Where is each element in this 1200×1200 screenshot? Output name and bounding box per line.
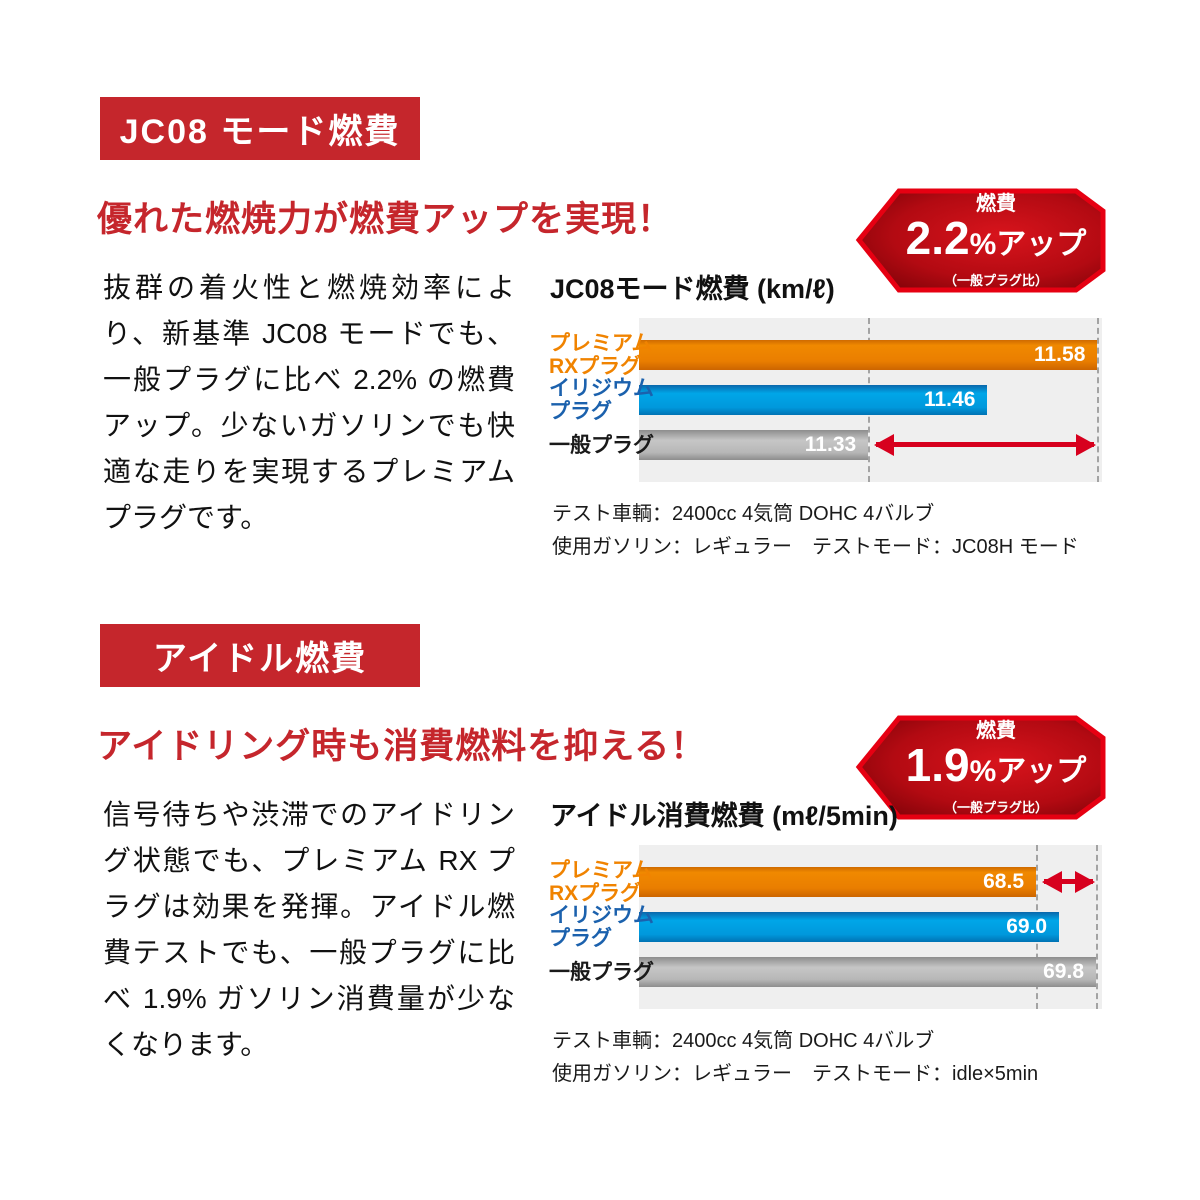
category-label-line: イリジウム: [549, 904, 654, 927]
callout-sub-label: （一般プラグ比）: [943, 272, 1048, 288]
arrow-right-head: [1076, 434, 1097, 456]
arrow-left-head: [874, 434, 895, 456]
category-label-line: 一般プラグ: [549, 960, 654, 984]
section-title-badge: アイドル燃費: [100, 624, 420, 687]
category-label-line: RXプラグ: [549, 882, 642, 905]
arrow-right-head: [1075, 871, 1095, 893]
chart-title: JC08モード燃費 (km/ℓ): [550, 274, 835, 304]
section-idle-fuel: アイドル燃費 アイドリング時も消費燃料を抑える！ 信号待ちや渋滞でのアイドリング…: [0, 527, 1200, 1087]
bar-orange: 68.5: [639, 867, 1036, 897]
callout-main-value: 1.9%アップ: [905, 738, 1087, 791]
bar-blue: 69.0: [639, 912, 1060, 942]
bar-blue: 11.46: [639, 385, 988, 415]
category-label-line: プレミアム: [549, 332, 653, 355]
section-headline: 優れた燃焼力が燃費アップを実現！: [97, 200, 674, 239]
callout-main-value: 2.2%アップ: [905, 211, 1087, 264]
category-label: 一般プラグ: [549, 433, 654, 457]
category-label: プレミアム RXプラグ: [549, 332, 653, 378]
category-label: イリジウム プラグ: [549, 377, 654, 423]
section-title-badge: JC08 モード燃費: [100, 97, 420, 160]
bar-gray: 11.33: [639, 430, 869, 460]
reference-dashed-line: [1096, 845, 1098, 1009]
callout-text: 燃費 2.2%アップ （一般プラグ比）: [885, 182, 1107, 299]
category-label-line: RXプラグ: [549, 355, 642, 378]
category-label-line: イリジウム: [549, 377, 654, 400]
arrow-left-head: [1042, 871, 1062, 893]
arrow-shaft: [876, 442, 1095, 447]
section-body-text: 抜群の着火性と燃焼効率により、新基準 JC08 モードでも、一般プラグに比べ 2…: [103, 272, 515, 533]
category-label: プレミアム RXプラグ: [549, 859, 653, 905]
arrow-shaft: [1044, 879, 1093, 884]
test-conditions-notes: テスト車輌：2400cc 4気筒 DOHC 4バルブ 使用ガソリン：レギュラー …: [552, 1025, 1038, 1091]
notes-line: テスト車輌：2400cc 4気筒 DOHC 4バルブ: [552, 1030, 935, 1052]
callout-sub-label: （一般プラグ比）: [943, 799, 1048, 815]
category-label-line: プレミアム: [549, 859, 653, 882]
category-label-line: プラグ: [549, 927, 612, 950]
reference-dashed-line: [1097, 318, 1100, 482]
notes-line: 使用ガソリン：レギュラー テストモード：JC08H モード: [552, 536, 1079, 558]
section-headline: アイドリング時も消費燃料を抑える！: [97, 727, 707, 766]
notes-line: 使用ガソリン：レギュラー テストモード：idle×5min: [552, 1063, 1039, 1085]
section-jc08-mode: JC08 モード燃費 優れた燃焼力が燃費アップを実現！ 抜群の着火性と燃焼効率に…: [0, 0, 1200, 560]
callout-top-label: 燃費: [976, 192, 1016, 215]
category-label-line: 一般プラグ: [549, 433, 654, 457]
callout-text: 燃費 1.9%アップ （一般プラグ比）: [885, 709, 1107, 826]
bar-value-label: 68.5: [983, 870, 1024, 893]
callout-hexagon-icon: [855, 715, 1106, 820]
section-body-text: 信号待ちや渋滞でのアイドリング状態でも、プレミアム RX プラグは効果を発揮。ア…: [103, 799, 515, 1060]
bar-value-label: 11.46: [923, 388, 976, 411]
bar-chart-jc08: 11.58 プレミアム RXプラグ 11.46 イリジウム プラグ 11.33 一般プラグ: [549, 318, 1102, 482]
bar-chart-idle: 68.5 プレミアム RXプラグ 69.0 イリジウム プラグ 69.8 一般プラグ: [549, 845, 1102, 1009]
category-label: イリジウム プラグ: [549, 904, 654, 950]
callout-top-label: 燃費: [976, 719, 1016, 742]
bar-value-label: 69.0: [1006, 915, 1048, 938]
difference-range-arrow: [1042, 871, 1095, 893]
test-conditions-notes: テスト車輌：2400cc 4気筒 DOHC 4バルブ 使用ガソリン：レギュラー …: [552, 498, 1079, 564]
bar-value-label: 69.8: [1043, 960, 1084, 983]
fuel-saving-callout: 燃費 1.9%アップ （一般プラグ比）: [855, 709, 1107, 826]
category-label-line: プラグ: [549, 400, 612, 423]
section-title-label: JC08 モード燃費: [119, 113, 401, 151]
category-label: 一般プラグ: [549, 960, 654, 984]
bar-orange: 11.58: [639, 340, 1098, 370]
bar-value-label: 11.33: [804, 433, 857, 456]
chart-title: アイドル消費燃費 (mℓ/5min): [550, 801, 898, 831]
fuel-saving-callout: 燃費 2.2%アップ （一般プラグ比）: [855, 182, 1107, 299]
callout-hexagon-icon: [855, 188, 1106, 293]
difference-range-arrow: [874, 434, 1097, 456]
bar-value-label: 11.58: [1033, 343, 1086, 366]
bar-gray: 69.8: [639, 957, 1096, 987]
section-title-label: アイドル燃費: [152, 640, 368, 678]
notes-line: テスト車輌：2400cc 4気筒 DOHC 4バルブ: [552, 503, 935, 525]
